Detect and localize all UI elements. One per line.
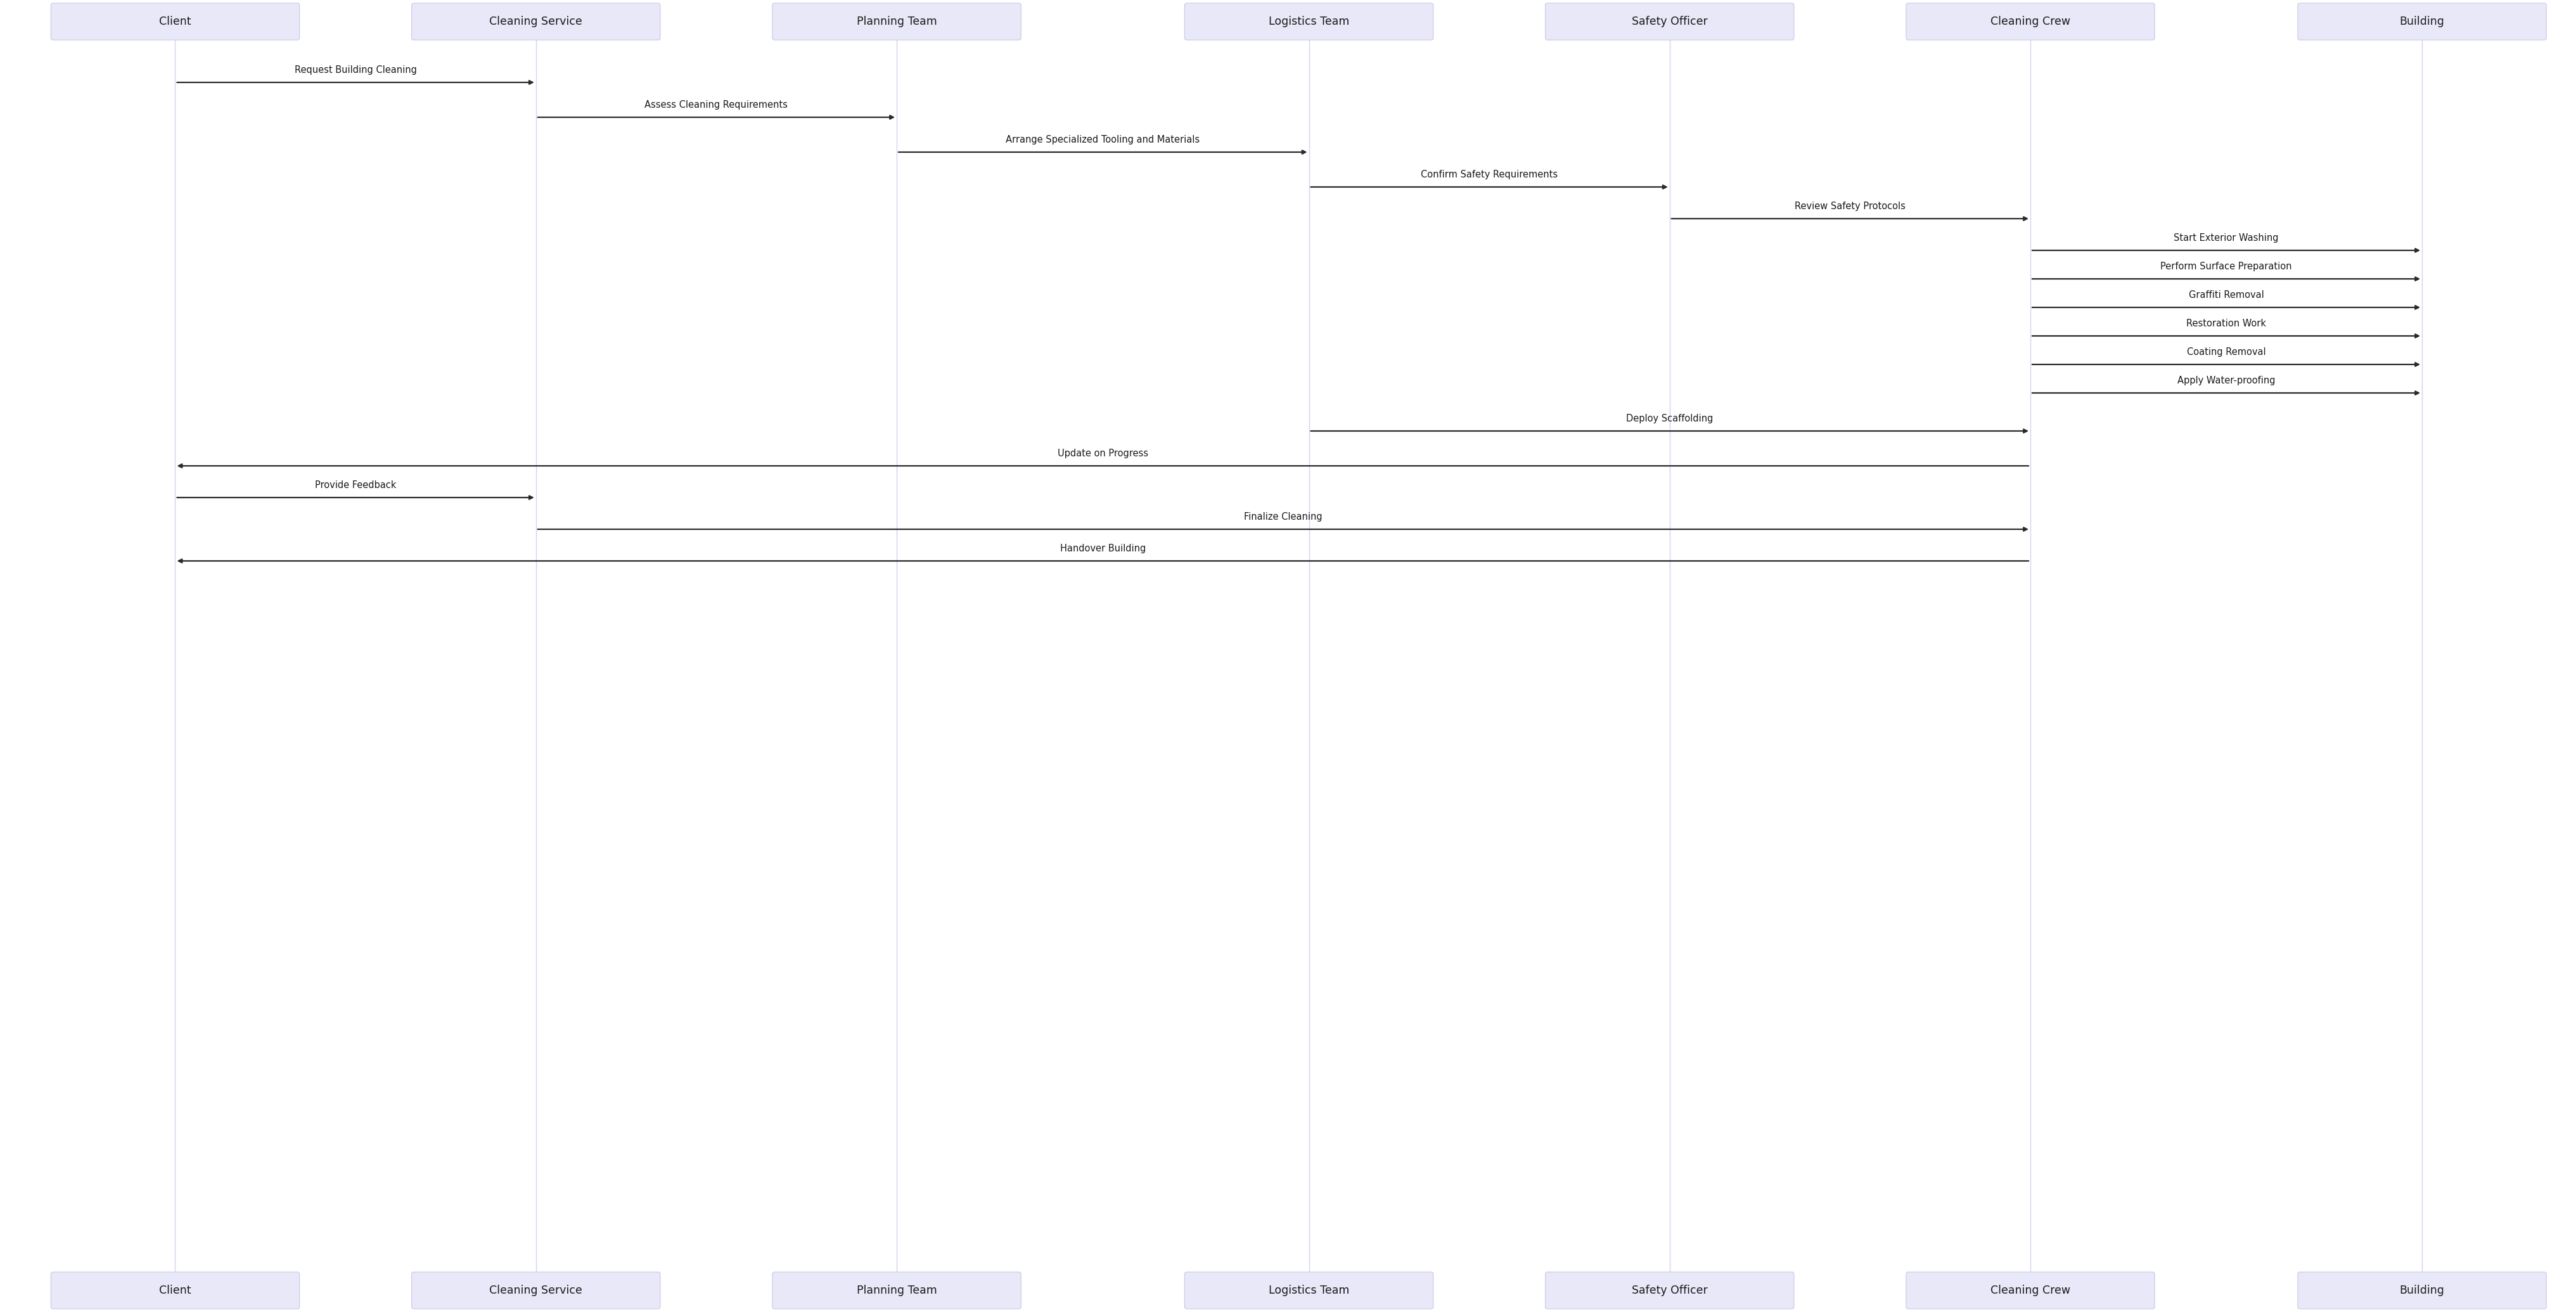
FancyBboxPatch shape <box>2298 1273 2545 1309</box>
FancyBboxPatch shape <box>773 3 1020 39</box>
FancyBboxPatch shape <box>52 3 299 39</box>
Text: Planning Team: Planning Team <box>855 16 938 28</box>
Text: Confirm Safety Requirements: Confirm Safety Requirements <box>1419 169 1558 180</box>
FancyBboxPatch shape <box>1546 1273 1793 1309</box>
Text: Logistics Team: Logistics Team <box>1267 16 1350 28</box>
Text: Logistics Team: Logistics Team <box>1267 1284 1350 1296</box>
Text: Cleaning Service: Cleaning Service <box>489 16 582 28</box>
FancyBboxPatch shape <box>2298 3 2545 39</box>
FancyBboxPatch shape <box>52 1273 299 1309</box>
Text: Coating Removal: Coating Removal <box>2187 348 2264 357</box>
FancyBboxPatch shape <box>1185 1273 1432 1309</box>
Text: Client: Client <box>160 1284 191 1296</box>
Text: Client: Client <box>160 16 191 28</box>
Text: Building: Building <box>2398 16 2445 28</box>
Text: Finalize Cleaning: Finalize Cleaning <box>1244 512 1321 522</box>
FancyBboxPatch shape <box>1546 3 1793 39</box>
Text: Arrange Specialized Tooling and Materials: Arrange Specialized Tooling and Material… <box>1005 135 1200 144</box>
Text: Restoration Work: Restoration Work <box>2187 319 2264 328</box>
Text: Start Exterior Washing: Start Exterior Washing <box>2174 234 2277 243</box>
Text: Apply Water-proofing: Apply Water-proofing <box>2177 375 2275 386</box>
FancyBboxPatch shape <box>1906 3 2154 39</box>
Text: Cleaning Crew: Cleaning Crew <box>1989 1284 2071 1296</box>
Text: Review Safety Protocols: Review Safety Protocols <box>1793 202 1906 211</box>
FancyBboxPatch shape <box>1185 3 1432 39</box>
FancyBboxPatch shape <box>1906 1273 2154 1309</box>
FancyBboxPatch shape <box>412 3 659 39</box>
Text: Building: Building <box>2398 1284 2445 1296</box>
Text: Update on Progress: Update on Progress <box>1056 449 1149 458</box>
Text: Assess Cleaning Requirements: Assess Cleaning Requirements <box>644 100 788 110</box>
Text: Safety Officer: Safety Officer <box>1631 16 1708 28</box>
Text: Provide Feedback: Provide Feedback <box>314 480 397 489</box>
Text: Cleaning Service: Cleaning Service <box>489 1284 582 1296</box>
Text: Perform Surface Preparation: Perform Surface Preparation <box>2159 262 2293 272</box>
Text: Planning Team: Planning Team <box>855 1284 938 1296</box>
Text: Deploy Scaffolding: Deploy Scaffolding <box>1625 413 1713 424</box>
FancyBboxPatch shape <box>412 1273 659 1309</box>
FancyBboxPatch shape <box>773 1273 1020 1309</box>
Text: Handover Building: Handover Building <box>1059 543 1146 554</box>
Text: Safety Officer: Safety Officer <box>1631 1284 1708 1296</box>
Text: Graffiti Removal: Graffiti Removal <box>2187 290 2264 300</box>
Text: Request Building Cleaning: Request Building Cleaning <box>294 66 417 75</box>
Text: Cleaning Crew: Cleaning Crew <box>1989 16 2071 28</box>
